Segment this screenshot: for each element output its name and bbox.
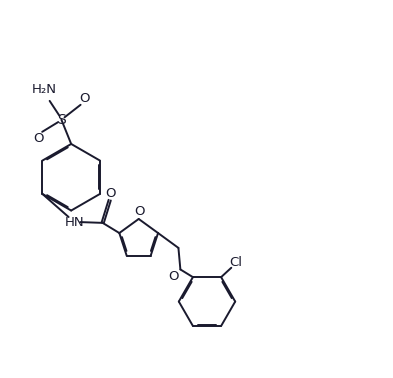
Text: HN: HN — [65, 215, 84, 229]
Text: Cl: Cl — [230, 256, 242, 269]
Text: O: O — [168, 270, 178, 283]
Text: H₂N: H₂N — [31, 84, 56, 96]
Text: O: O — [33, 132, 44, 146]
Text: O: O — [79, 92, 90, 105]
Text: S: S — [57, 113, 66, 127]
Text: O: O — [134, 205, 144, 218]
Text: O: O — [105, 187, 116, 200]
